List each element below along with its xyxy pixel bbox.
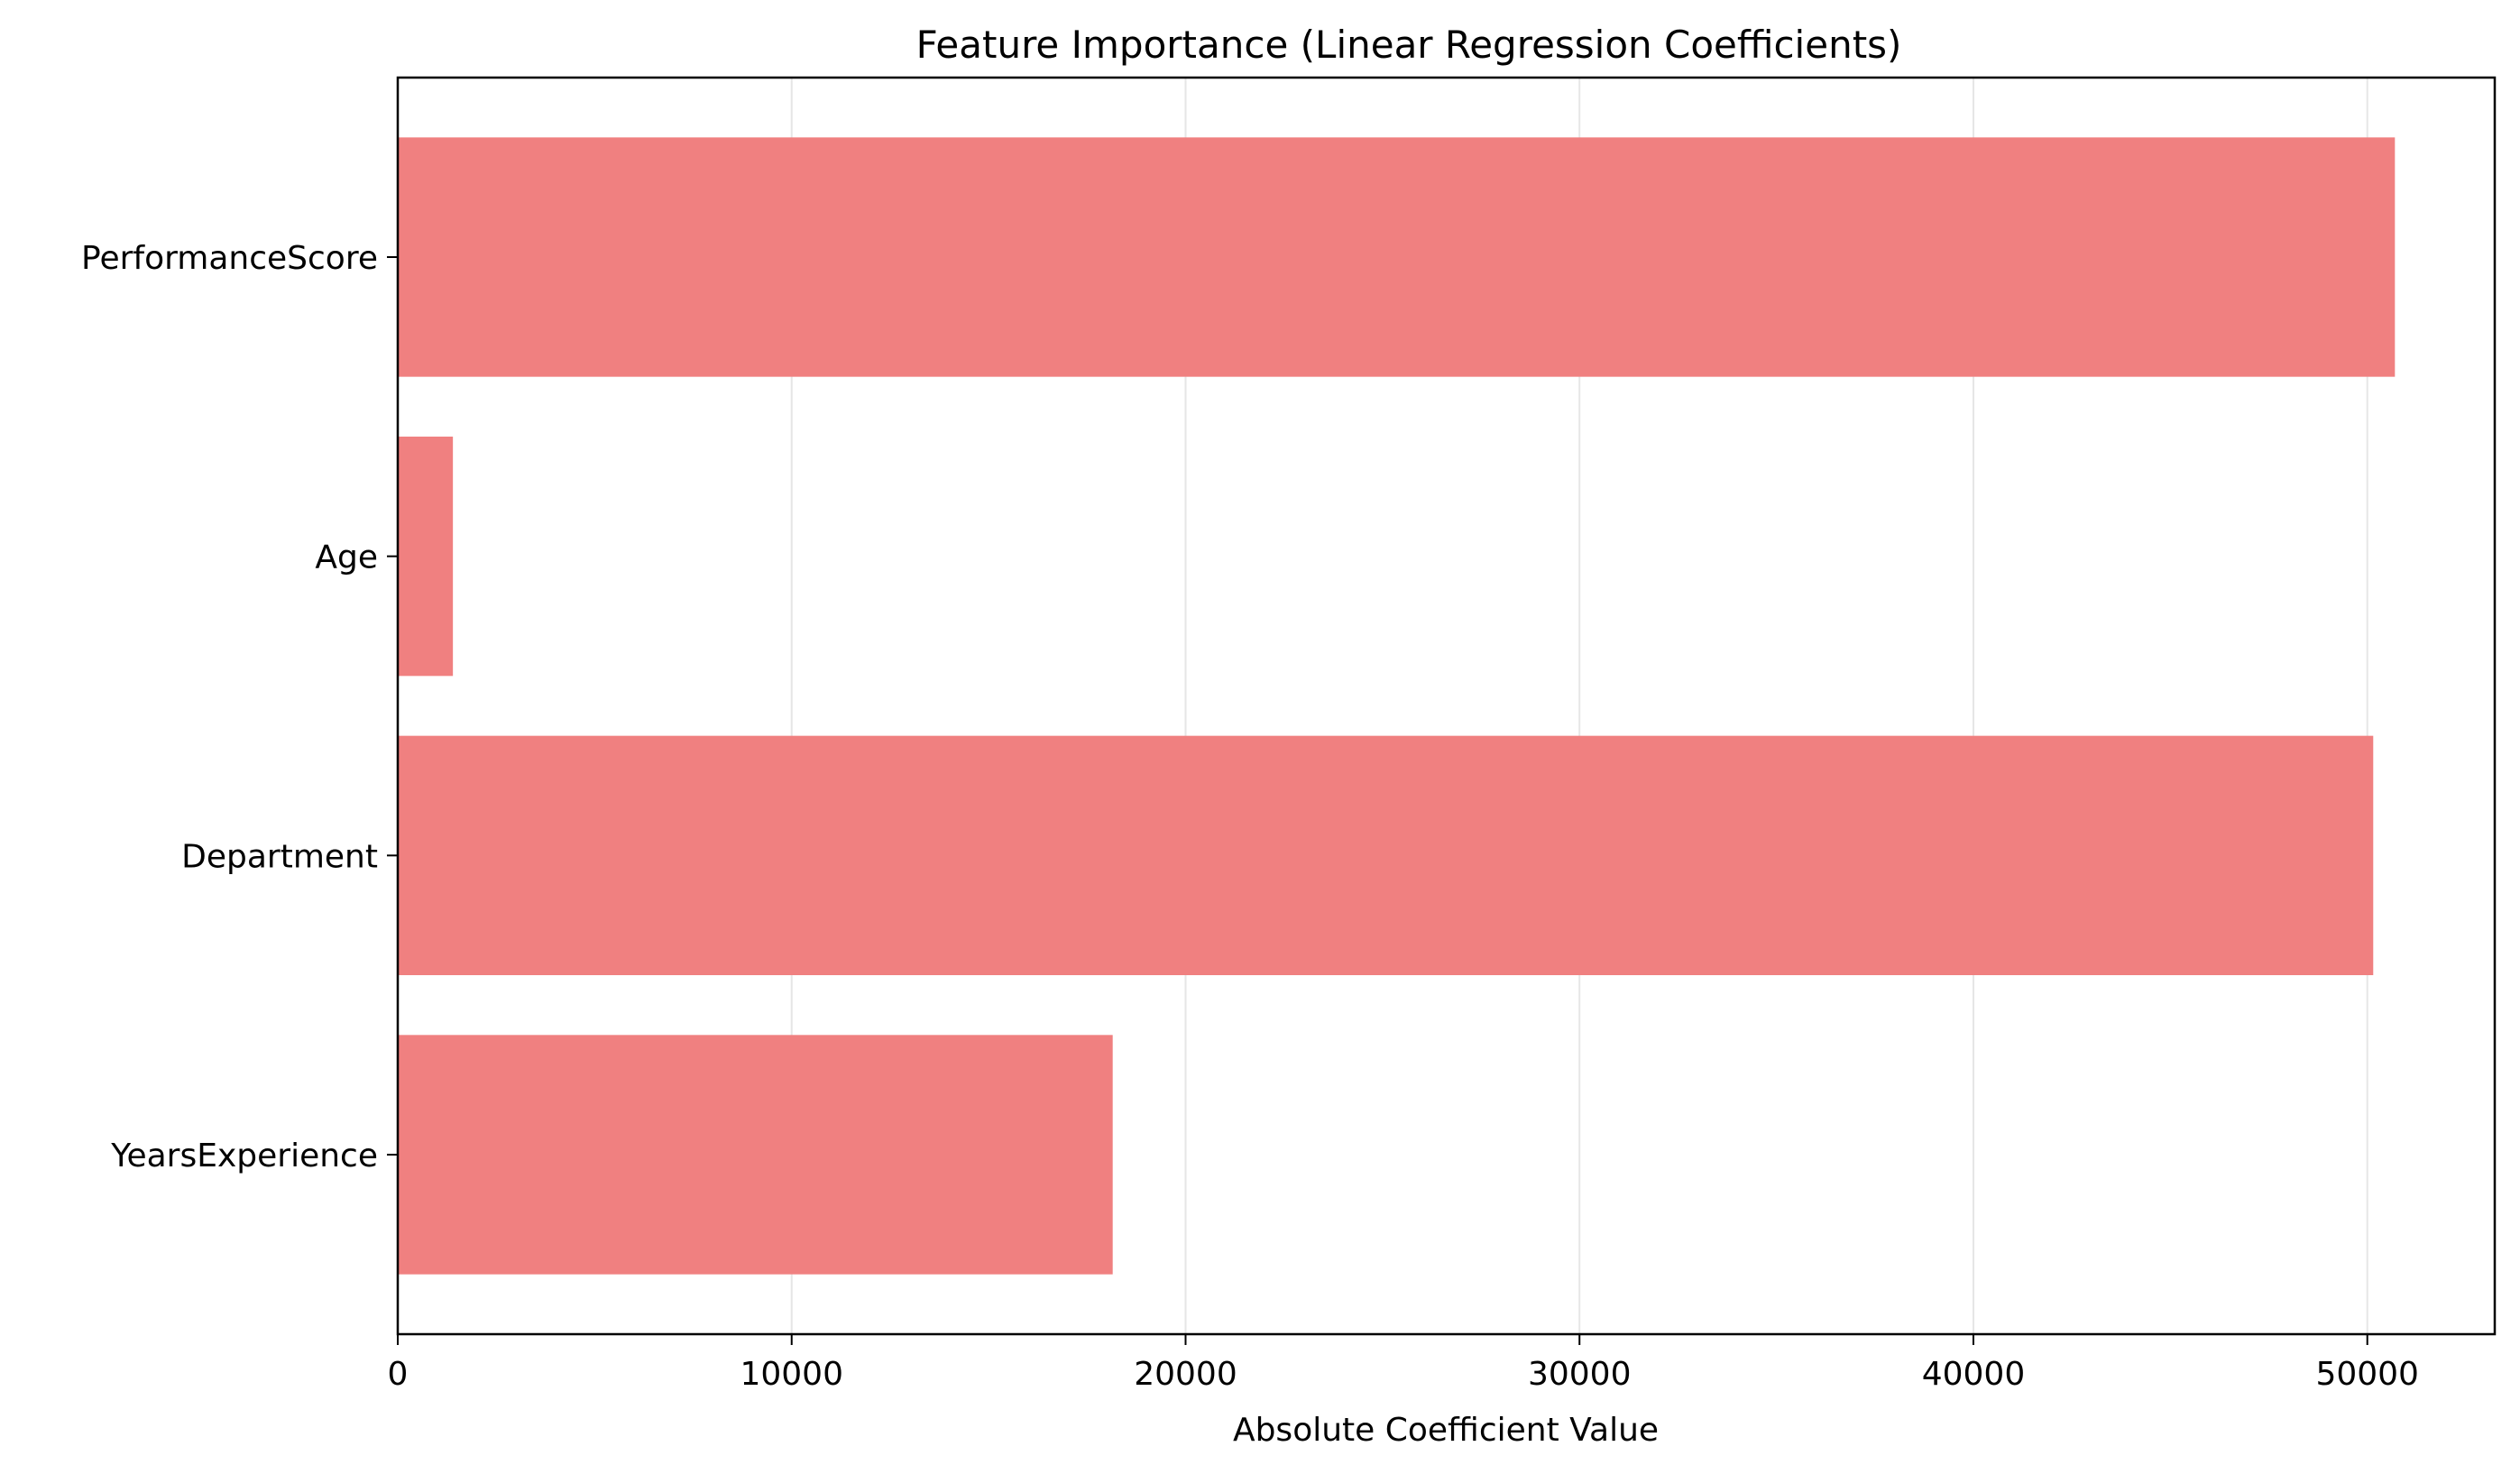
y-tick-label: YearsExperience xyxy=(110,1138,378,1175)
bar xyxy=(398,1035,1113,1275)
x-tick-label: 0 xyxy=(388,1356,409,1393)
x-tick-label: 20000 xyxy=(1134,1356,1237,1393)
x-tick-label: 40000 xyxy=(1922,1356,2026,1393)
bar xyxy=(398,437,454,677)
bar-series xyxy=(398,137,2396,1275)
x-axis-ticks: 0 10000 20000 30000 40000 50000 xyxy=(388,1334,2419,1393)
y-tick-label: PerformanceScore xyxy=(81,240,378,277)
x-tick-label: 30000 xyxy=(1528,1356,1632,1393)
bar xyxy=(398,137,2396,377)
bar xyxy=(398,735,2374,975)
y-tick-label: Age xyxy=(315,539,378,576)
y-tick-label: Department xyxy=(181,838,378,875)
x-tick-label: 50000 xyxy=(2315,1356,2419,1393)
x-tick-label: 10000 xyxy=(740,1356,843,1393)
plot-frame xyxy=(396,76,2497,1336)
chart-title: Feature Importance (Linear Regression Co… xyxy=(916,23,1902,67)
y-axis-ticks: YearsExperience Department Age PerformanceS… xyxy=(81,240,398,1175)
x-axis-label: Absolute Coefficient Value xyxy=(1233,1412,1659,1449)
